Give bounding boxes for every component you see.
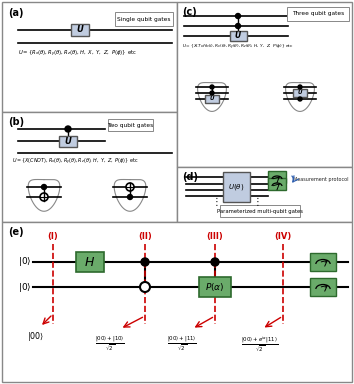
Bar [115,12,173,26]
Text: $P(\alpha)$: $P(\alpha)$ [205,281,225,293]
Text: $|0\rangle$: $|0\rangle$ [18,280,32,293]
Text: (d): (d) [182,172,198,182]
Text: U: U [65,136,72,146]
Bar [177,2,352,167]
Text: U: U [76,25,84,35]
Text: $\frac{|00\rangle + |11\rangle}{\sqrt{2}}$: $\frac{|00\rangle + |11\rangle}{\sqrt{2}… [167,334,197,353]
Bar [59,136,77,147]
Text: $U = \{X(CNOT),R_x(\theta),R_y(\theta),R_z(\theta),H,\ Y,\ Z,\ P(\phi)\}\ \mathr: $U = \{X(CNOT),R_x(\theta),R_y(\theta),R… [12,157,139,167]
Text: U: U [235,31,241,40]
Text: (I): (I) [48,232,58,241]
Text: $\vdots$: $\vdots$ [211,195,219,207]
Circle shape [235,23,240,28]
Circle shape [298,85,302,89]
Text: (III): (III) [207,232,223,241]
Circle shape [210,85,214,89]
Text: Single qubit gates: Single qubit gates [117,17,171,22]
Bar [220,205,300,217]
Bar [108,119,153,131]
Bar [199,277,231,297]
Circle shape [211,258,219,266]
Bar [287,7,349,21]
Bar [293,89,307,97]
Text: Three qubit gates: Three qubit gates [292,12,344,17]
Text: U: U [298,91,302,96]
Text: $|00\rangle$: $|00\rangle$ [27,330,45,343]
Bar [2,2,177,112]
Bar [2,112,177,222]
Text: $H$: $H$ [85,255,96,268]
Text: (IV): (IV) [274,232,292,241]
Text: (e): (e) [8,227,24,237]
Circle shape [210,91,214,95]
Circle shape [65,126,71,132]
Bar [2,222,352,382]
Circle shape [235,13,240,18]
Text: $U(\theta)$: $U(\theta)$ [228,182,244,192]
Text: Parameterized multi-qubit gates: Parameterized multi-qubit gates [217,209,303,214]
Bar [310,253,336,271]
Circle shape [127,195,132,200]
Text: (c): (c) [182,7,197,17]
Circle shape [41,184,46,189]
Bar [310,278,336,296]
Text: U: U [210,96,214,101]
Text: (a): (a) [8,8,23,18]
Circle shape [126,183,134,191]
Bar [177,167,352,222]
Circle shape [140,282,150,292]
Text: (II): (II) [138,232,152,241]
Text: $|0\rangle$: $|0\rangle$ [18,255,32,268]
Text: $\vdots$: $\vdots$ [252,195,260,207]
Circle shape [141,258,149,266]
Text: $U = \{R_x(\theta),R_y(\theta),R_z(\theta), H,\ X,\ Y,\ Z,\ P(\phi)\}\ \mathrm{e: $U = \{R_x(\theta),R_y(\theta),R_z(\thet… [18,49,137,59]
Text: $\frac{|00\rangle + |10\rangle}{\sqrt{2}}$: $\frac{|00\rangle + |10\rangle}{\sqrt{2}… [95,334,125,353]
Bar [229,31,246,41]
Text: (b): (b) [8,117,24,127]
Bar [268,171,286,183]
Bar [76,252,104,272]
Bar [205,95,219,103]
Bar [71,24,89,36]
Circle shape [40,193,48,201]
Text: Two qubit gates: Two qubit gates [107,122,153,127]
Circle shape [298,97,302,101]
Text: $\frac{|00\rangle + e^{i\alpha}|11\rangle}{\sqrt{2}}$: $\frac{|00\rangle + e^{i\alpha}|11\rangl… [241,334,279,354]
Text: $U = \{X(Toffoli),R_x(\theta),R_y(\theta),R_z(\theta),H,\ Y,\ Z,\ P(\phi)\}\ \ma: $U = \{X(Toffoli),R_x(\theta),R_y(\theta… [182,43,293,51]
Bar [223,172,250,202]
Bar [268,178,286,190]
Text: Measurement protocol: Measurement protocol [293,177,348,182]
